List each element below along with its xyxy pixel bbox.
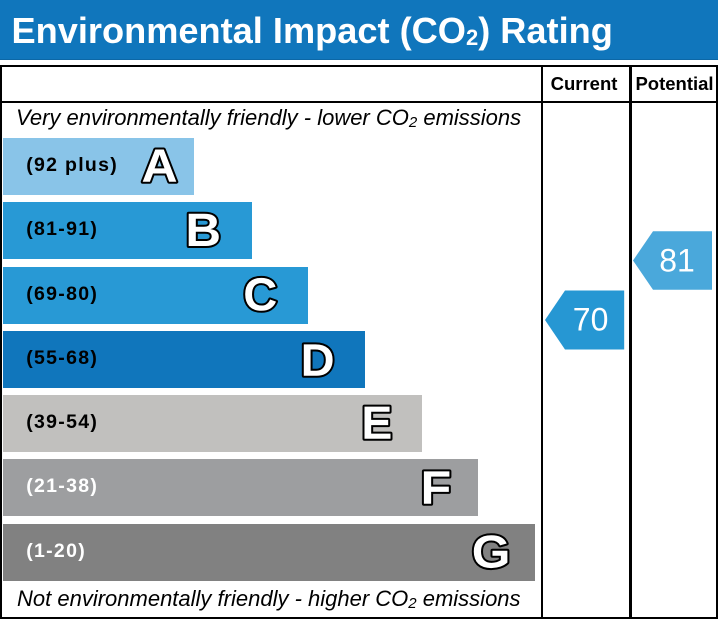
svg-text:81: 81 bbox=[659, 242, 695, 278]
svg-text:70: 70 bbox=[573, 302, 609, 338]
